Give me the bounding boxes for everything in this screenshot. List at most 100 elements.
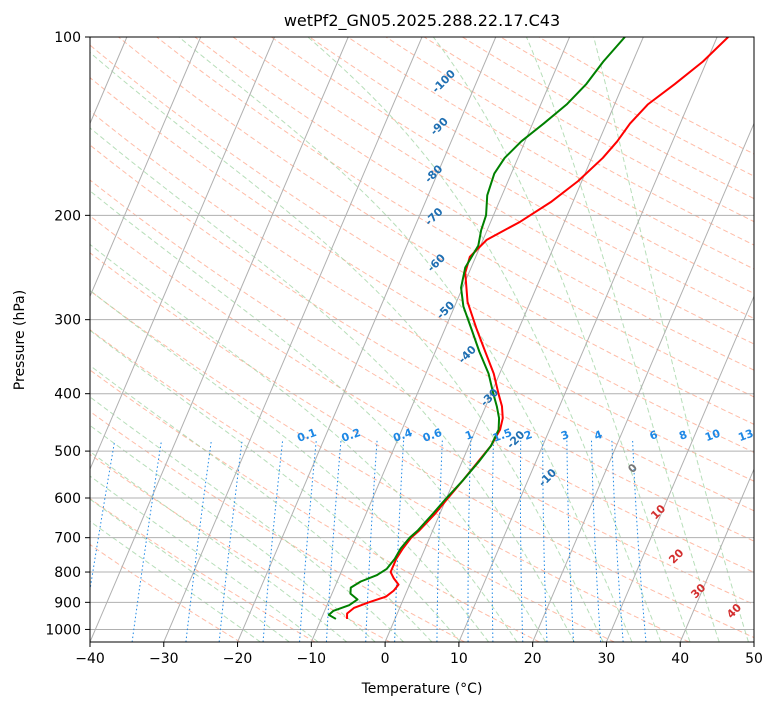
dry-adiabat-line [90, 77, 754, 482]
isotherm-line [384, 37, 644, 642]
moist-adiabat-line [90, 51, 604, 642]
dry-adiabat-line [90, 144, 754, 542]
mixing-ratio-line [394, 440, 405, 642]
mixing-ratio-label: 1 [463, 428, 475, 443]
dry-adiabat-line [232, 37, 754, 345]
mixing-ratio-label: 0.4 [391, 426, 414, 445]
moist-adiabat-line [90, 364, 433, 642]
dry-adiabat-line [90, 215, 754, 606]
mixing-ratio-line [218, 440, 243, 642]
isotherm-line [532, 122, 754, 642]
mixing-ratio-line [262, 440, 284, 642]
moist-adiabat-line [178, 37, 633, 642]
isotherm-line [679, 467, 754, 642]
dry-adiabat-line [90, 410, 465, 642]
y-tick-label: 1000 [45, 622, 81, 638]
mixing-ratio-line [436, 440, 443, 642]
isotherm-line [605, 295, 754, 642]
mixing-ratio-label: 3 [559, 428, 571, 443]
plot-frame [89, 36, 755, 643]
mixing-ratio-label: 8 [677, 428, 689, 443]
moist-adiabat-line [593, 37, 749, 642]
isotherm-line [163, 37, 423, 642]
dry-adiabat-line [90, 290, 690, 642]
x-tick-label: 50 [745, 651, 763, 667]
temperature-profile-line [346, 37, 729, 619]
mixing-ratio-line [185, 440, 212, 642]
moist-adiabat-line [307, 37, 662, 642]
dry-adiabat-line [309, 37, 754, 295]
mixing-ratio-label: 1.5 [491, 426, 514, 445]
moist-adiabat-line [90, 424, 376, 642]
moist-adiabat-line [90, 243, 518, 642]
mixing-ratio-label: 2 [522, 428, 534, 443]
x-tick-label: −10 [297, 651, 327, 667]
x-tick-label: 0 [381, 651, 390, 667]
dry-adiabat-line [90, 369, 540, 642]
dry-adiabat-line [194, 37, 754, 371]
x-tick-label: 20 [524, 651, 542, 667]
y-tick-label: 400 [54, 387, 81, 403]
moist-adiabat-line [432, 37, 691, 642]
y-tick-label: 900 [54, 595, 81, 611]
isotherm-line [237, 37, 497, 642]
moist-adiabat-line [90, 329, 461, 642]
mixing-ratio-line [299, 440, 317, 642]
mixing-ratio-label: 4 [592, 428, 604, 443]
dry-adiabat-line [271, 37, 754, 319]
y-tick-label: 600 [54, 491, 81, 507]
series-layer [327, 37, 729, 620]
y-tick-label: 100 [54, 30, 81, 46]
y-tick-label: 700 [54, 531, 81, 547]
moist-adiabat-line [90, 127, 575, 642]
mixing-ratio-line [566, 440, 575, 642]
x-axis-label: Temperature (°C) [361, 681, 483, 697]
moist-adiabat-line [90, 451, 348, 642]
dewpoint-profile-line [327, 37, 626, 620]
chart-title: wetPf2_GN05.2025.288.22.17.C43 [284, 11, 560, 31]
mixing-ratio-label: 0.1 [295, 426, 318, 445]
background-reference-lines [90, 37, 754, 642]
mixing-ratio-line [611, 440, 624, 642]
mixing-ratio-line [325, 440, 342, 642]
isotherm-line [458, 37, 718, 642]
isotherm-line [90, 37, 275, 471]
x-tick-label: −40 [75, 651, 105, 667]
x-tick-label: 10 [450, 651, 468, 667]
isotherm-line [90, 37, 202, 298]
moist-adiabat-line [90, 520, 261, 642]
mixing-ratio-line [519, 440, 524, 642]
mixing-ratio-line [542, 440, 548, 642]
mixing-ratio-label: 6 [648, 428, 660, 443]
axes-layer: −40 −30 −20 −10 0 10 20 30 40 5010020030040050060… [45, 30, 763, 667]
y-tick-label: 200 [54, 208, 81, 224]
mixing-ratio-line [90, 440, 116, 593]
y-tick-label: 800 [54, 565, 81, 581]
dry-adiabat-line [90, 453, 391, 642]
mixing-ratio-label: 13 [736, 427, 755, 444]
dry-adiabat-line [90, 44, 754, 453]
dry-adiabat-line [90, 110, 754, 512]
mixing-ratio-line [632, 440, 647, 642]
x-tick-label: 30 [598, 651, 616, 667]
mixing-ratio-label: 0.2 [340, 426, 363, 445]
dry-adiabat-line [90, 179, 754, 573]
x-tick-label: −20 [223, 651, 253, 667]
mixing-ratio-line [467, 440, 472, 642]
x-tick-label: −30 [149, 651, 179, 667]
y-axis-label: Pressure (hPa) [12, 290, 28, 390]
moist-adiabat-line [525, 37, 720, 642]
x-tick-label: 40 [671, 651, 689, 667]
y-tick-label: 300 [54, 313, 81, 329]
dry-adiabat-line [90, 498, 316, 642]
y-tick-label: 500 [54, 444, 81, 460]
mixing-ratio-line [491, 440, 494, 642]
mixing-ratio-line [591, 440, 602, 642]
moist-adiabat-line [90, 190, 547, 642]
mixing-ratio-line [131, 440, 162, 642]
mixing-ratio-label: 10 [703, 427, 722, 445]
mixing-ratio-line [365, 440, 378, 642]
isotherm-line [90, 37, 349, 642]
mixing-ratio-label: 0.6 [421, 426, 444, 445]
